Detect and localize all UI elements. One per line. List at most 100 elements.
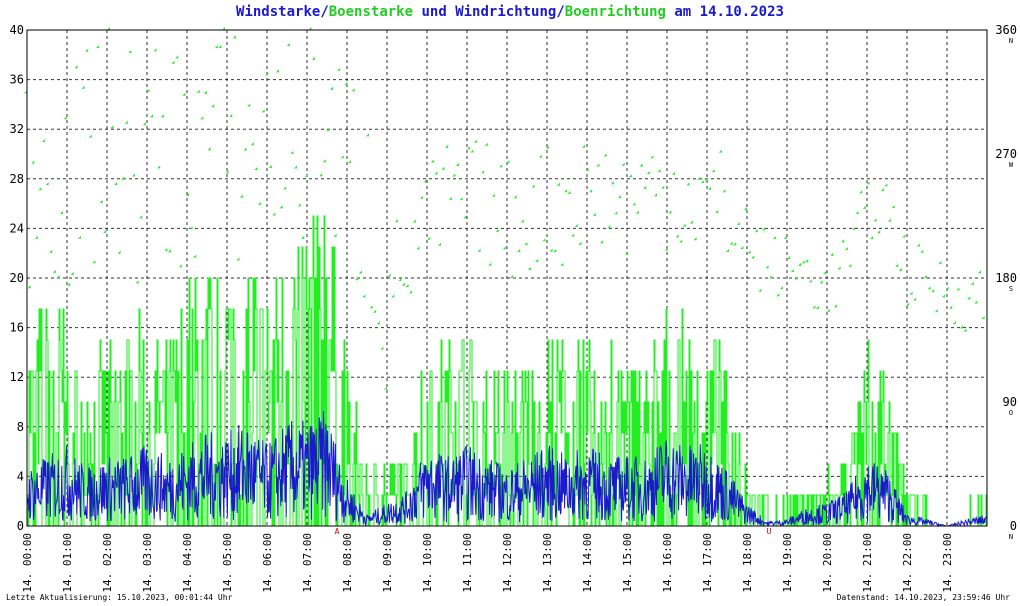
boenrichtung-point: [560, 262, 564, 266]
boenrichtung-point: [290, 150, 294, 154]
x-tick-label: 14. 13:00: [541, 533, 554, 593]
boenrichtung-point: [949, 305, 953, 309]
boenrichtung-point: [56, 275, 60, 279]
boenrichtung-point: [672, 171, 676, 175]
boenrichtung-point: [286, 43, 290, 47]
x-tick-label: 14. 01:00: [61, 533, 74, 593]
boenrichtung-point: [816, 305, 820, 309]
boenrichtung-point: [146, 88, 150, 92]
boenrichtung-point: [333, 233, 337, 237]
boenrichtung-point: [178, 264, 182, 268]
boenrichtung-point: [355, 277, 359, 281]
y-right-tick-label: 270: [995, 147, 1017, 161]
boenrichtung-point: [189, 226, 193, 230]
boenrichtung-point: [938, 260, 942, 264]
boenrichtung-point: [182, 92, 186, 96]
boenrichtung-point: [92, 260, 96, 264]
boenrichtung-point: [484, 142, 488, 146]
boenrichtung-point: [49, 249, 53, 253]
boenrichtung-point: [848, 263, 852, 267]
boenrichtung-point: [520, 219, 524, 223]
boenrichtung-point: [362, 294, 366, 298]
boenrichtung-point: [506, 160, 510, 164]
boenrichtung-point: [420, 195, 424, 199]
title-sep2: /: [556, 4, 565, 20]
boenrichtung-point: [78, 235, 82, 239]
y-left-tick-label: 0: [17, 519, 24, 533]
boenrichtung-point: [898, 267, 902, 271]
y-left-tick-label: 16: [10, 321, 24, 335]
boenrichtung-point: [128, 50, 132, 54]
direction-layer: [24, 0, 988, 516]
x-tick-label: 14. 11:00: [461, 533, 474, 593]
boenrichtung-point: [283, 186, 287, 190]
boenrichtung-point: [373, 309, 377, 313]
boenrichtung-point: [427, 236, 431, 240]
compass-label: S: [1009, 285, 1013, 293]
y-right-tick-label: 180: [995, 271, 1017, 285]
boenrichtung-point: [614, 211, 618, 215]
boenrichtung-point: [103, 229, 107, 233]
boenrichtung-point: [384, 386, 388, 390]
boenrichtung-point: [942, 294, 946, 298]
boenrichtung-point: [690, 220, 694, 224]
boenrichtung-point: [823, 271, 827, 275]
boenrichtung-point: [805, 259, 809, 263]
boenrichtung-point: [495, 228, 499, 232]
x-tick-label: 14. 09:00: [381, 533, 394, 593]
boenrichtung-point: [643, 185, 647, 189]
boenrichtung-point: [272, 212, 276, 216]
y-left-tick-label: 12: [10, 370, 24, 384]
boenrichtung-point: [121, 176, 125, 180]
boenrichtung-point: [934, 309, 938, 313]
boenrichtung-point: [596, 163, 600, 167]
boenrichtung-point: [405, 284, 409, 288]
boenrichtung-point: [639, 163, 643, 167]
title-boenrichtung: Boenrichtung: [564, 4, 666, 20]
boenrichtung-point: [492, 193, 496, 197]
boenrichtung-point: [481, 170, 485, 174]
boenrichtung-point: [794, 276, 798, 280]
boenrichtung-point: [852, 226, 856, 230]
boenrichtung-point: [114, 182, 118, 186]
footer-last-update: Letzte Aktualisierung: 15.10.2023, 00:01…: [6, 593, 233, 602]
boenrichtung-point: [106, 27, 110, 31]
boenrichtung-point: [888, 218, 892, 222]
boenrichtung-point: [297, 203, 301, 207]
boenrichtung-point: [628, 174, 632, 178]
boenrichtung-point: [423, 179, 427, 183]
boenrichtung-point: [783, 236, 787, 240]
boenrichtung-point: [654, 193, 658, 197]
boenrichtung-point: [445, 144, 449, 148]
boenrichtung-point: [970, 281, 974, 285]
boenrichtung-point: [38, 187, 42, 191]
boenrichtung-point: [549, 248, 553, 252]
y-right-tick-label: 360: [995, 23, 1017, 37]
boenrichtung-point: [416, 246, 420, 250]
boenrichtung-point: [664, 247, 668, 251]
boenrichtung-point: [322, 159, 326, 163]
boenrichtung-point: [650, 155, 654, 159]
boenrichtung-point: [920, 249, 924, 253]
boenrichtung-point: [488, 262, 492, 266]
boenrichtung-point: [873, 218, 877, 222]
boenrichtung-point: [693, 237, 697, 241]
y-left-tick-label: 28: [10, 172, 24, 186]
boenrichtung-point: [160, 114, 164, 118]
x-tick-label: 14. 19:00: [781, 533, 794, 593]
boenrichtung-point: [722, 189, 726, 193]
boenrichtung-point: [909, 291, 913, 295]
boenrichtung-point: [708, 186, 712, 190]
boenrichtung-point: [513, 195, 517, 199]
boenrichtung-point: [880, 188, 884, 192]
boenrichtung-point: [358, 270, 362, 274]
boenrichtung-point: [366, 133, 370, 137]
boenrichtung-point: [225, 170, 229, 174]
boenrichtung-point: [351, 88, 355, 92]
boenrichtung-point: [222, 27, 226, 31]
boenrichtung-point: [862, 205, 866, 209]
boenrichtung-point: [344, 81, 348, 85]
wind-layer: [26, 411, 987, 528]
boenrichtung-point: [398, 277, 402, 281]
boenrichtung-point: [668, 210, 672, 214]
